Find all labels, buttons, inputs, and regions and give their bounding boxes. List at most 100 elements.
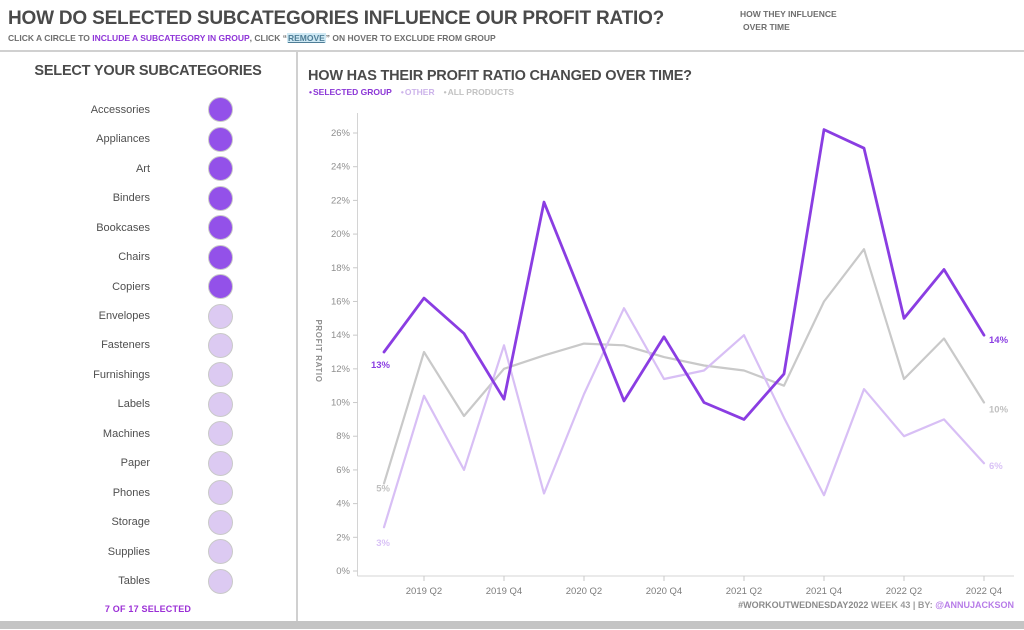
subcategory-circle[interactable] (208, 421, 233, 447)
subtitle-mid: , CLICK “ (249, 33, 287, 43)
chart-title: HOW HAS THEIR PROFIT RATIO CHANGED OVER … (308, 68, 692, 84)
subcategory-row: Phones (0, 478, 296, 507)
subcategory-label: Bookcases (96, 221, 150, 234)
subcategory-label: Storage (111, 516, 150, 529)
subcategory-circle[interactable] (208, 97, 233, 123)
subcategory-circle[interactable] (208, 332, 233, 358)
svg-text:2%: 2% (336, 532, 350, 543)
svg-text:14%: 14% (331, 330, 351, 341)
svg-text:2020 Q4: 2020 Q4 (646, 586, 682, 597)
svg-text:5%: 5% (376, 483, 390, 494)
subcategory-circle[interactable] (208, 303, 233, 329)
svg-text:12%: 12% (331, 364, 351, 375)
svg-text:2019 Q2: 2019 Q2 (406, 586, 442, 597)
subcategory-circle[interactable] (208, 539, 233, 565)
svg-text:14%: 14% (989, 335, 1009, 346)
subcategory-label: Appliances (96, 133, 150, 146)
svg-text:22%: 22% (331, 195, 351, 206)
page-subtitle: CLICK A CIRCLE TO INCLUDE A SUBCATEGORY … (8, 33, 496, 43)
subcategory-label: Binders (112, 192, 150, 205)
subcategory-row: Art (0, 154, 296, 183)
chart-legend: •SELECTED GROUP •OTHER •ALL PRODUCTS (309, 87, 514, 97)
subcategory-row: Copiers (0, 272, 296, 301)
legend-item[interactable]: •SELECTED GROUP (309, 87, 392, 97)
subcategory-row: Binders (0, 183, 296, 212)
subcategory-row: Tables (0, 567, 296, 596)
svg-text:2022 Q2: 2022 Q2 (886, 586, 922, 597)
corner-note-line1: HOW THEY INFLUENCE (740, 9, 837, 19)
subcategory-label: Copiers (112, 280, 150, 293)
subcategory-row: Accessories (0, 95, 296, 124)
svg-text:3%: 3% (376, 538, 390, 549)
subcategory-circle[interactable] (208, 509, 233, 535)
subcategory-circle[interactable] (208, 156, 233, 182)
svg-text:2019 Q4: 2019 Q4 (486, 586, 522, 597)
bottom-border-bar (0, 621, 1024, 629)
page-title: HOW DO SELECTED SUBCATEGORIES INFLUENCE … (8, 8, 665, 29)
subcategory-row: Appliances (0, 124, 296, 153)
subcategory-circle[interactable] (208, 391, 233, 417)
svg-text:4%: 4% (336, 499, 350, 510)
subcategory-circle[interactable] (208, 568, 233, 594)
subcategory-circle[interactable] (208, 244, 233, 270)
corner-note: HOW THEY INFLUENCE OVER TIME (740, 8, 837, 34)
subcategory-label: Fasteners (101, 339, 150, 352)
subcategory-row: Storage (0, 508, 296, 537)
author-handle[interactable]: @ANNUJACKSON (935, 600, 1014, 610)
svg-text:2021 Q2: 2021 Q2 (726, 586, 762, 597)
legend-item[interactable]: •ALL PRODUCTS (444, 87, 514, 97)
svg-text:2022 Q4: 2022 Q4 (966, 586, 1002, 597)
subcategory-list: Accessories Appliances Art Binders Bookcases… (0, 95, 296, 596)
subcategory-label: Envelopes (98, 310, 150, 323)
header-divider (0, 50, 1024, 52)
corner-note-line2: OVER TIME (743, 22, 790, 33)
subcategory-row: Bookcases (0, 213, 296, 242)
remove-link[interactable]: REMOVE (286, 33, 326, 43)
subcategory-row: Machines (0, 419, 296, 448)
subcategory-label: Machines (102, 427, 150, 440)
svg-text:2021 Q4: 2021 Q4 (806, 586, 842, 597)
subcategory-label: Phones (112, 486, 150, 499)
subcategory-circle[interactable] (208, 480, 233, 506)
legend-dot-icon: • (400, 87, 404, 97)
subcategory-circle[interactable] (208, 450, 233, 476)
subcategory-circle[interactable] (208, 362, 233, 388)
subcategory-circle[interactable] (208, 215, 233, 241)
subcategory-label: Art (135, 162, 150, 175)
footer-week: WEEK 43 | BY: (868, 600, 936, 610)
svg-text:0%: 0% (336, 566, 350, 577)
svg-text:18%: 18% (331, 263, 351, 274)
subtitle-suffix: ” ON HOVER TO EXCLUDE FROM GROUP (325, 33, 496, 43)
sidebar-title: SELECT YOUR SUBCATEGORIES (34, 63, 262, 79)
svg-text:10%: 10% (989, 405, 1009, 416)
svg-text:26%: 26% (331, 128, 351, 139)
subtitle-prefix: CLICK A CIRCLE TO (8, 33, 93, 43)
svg-text:10%: 10% (331, 398, 351, 409)
svg-text:16%: 16% (331, 296, 351, 307)
legend-label: ALL PRODUCTS (447, 87, 515, 97)
subcategory-row: Envelopes (0, 301, 296, 330)
subcategory-row: Supplies (0, 537, 296, 566)
subcategory-label: Supplies (107, 545, 150, 558)
svg-text:13%: 13% (371, 360, 391, 371)
legend-item[interactable]: •OTHER (401, 87, 435, 97)
legend-dot-icon: • (443, 87, 447, 97)
subcategory-label: Labels (117, 398, 150, 411)
subtitle-include-instruction: INCLUDE A SUBCATEGORY IN GROUP (92, 33, 250, 43)
subcategory-label: Accessories (90, 103, 150, 116)
subcategory-circle[interactable] (208, 274, 233, 300)
attribution-footer: #WORKOUTWEDNESDAY2022 WEEK 43 | BY: @ANN… (300, 600, 1014, 610)
subcategory-label: Chairs (118, 251, 150, 264)
subcategory-circle[interactable] (208, 126, 233, 152)
subcategory-row: Furnishings (0, 360, 296, 389)
svg-text:24%: 24% (331, 162, 351, 173)
profit-ratio-chart[interactable]: 0% 2% 4% 6% 8% 10% 12% 14% 16% 18% 20% 22% 24% 26% PRO… (300, 55, 1024, 630)
subcategory-row: Fasteners (0, 331, 296, 360)
panel-divider (296, 52, 298, 621)
subcategory-label: Tables (118, 575, 150, 588)
subcategory-circle[interactable] (208, 185, 233, 211)
svg-text:20%: 20% (331, 229, 351, 240)
legend-dot-icon: • (309, 87, 312, 97)
subcategory-label: Paper (120, 457, 150, 470)
